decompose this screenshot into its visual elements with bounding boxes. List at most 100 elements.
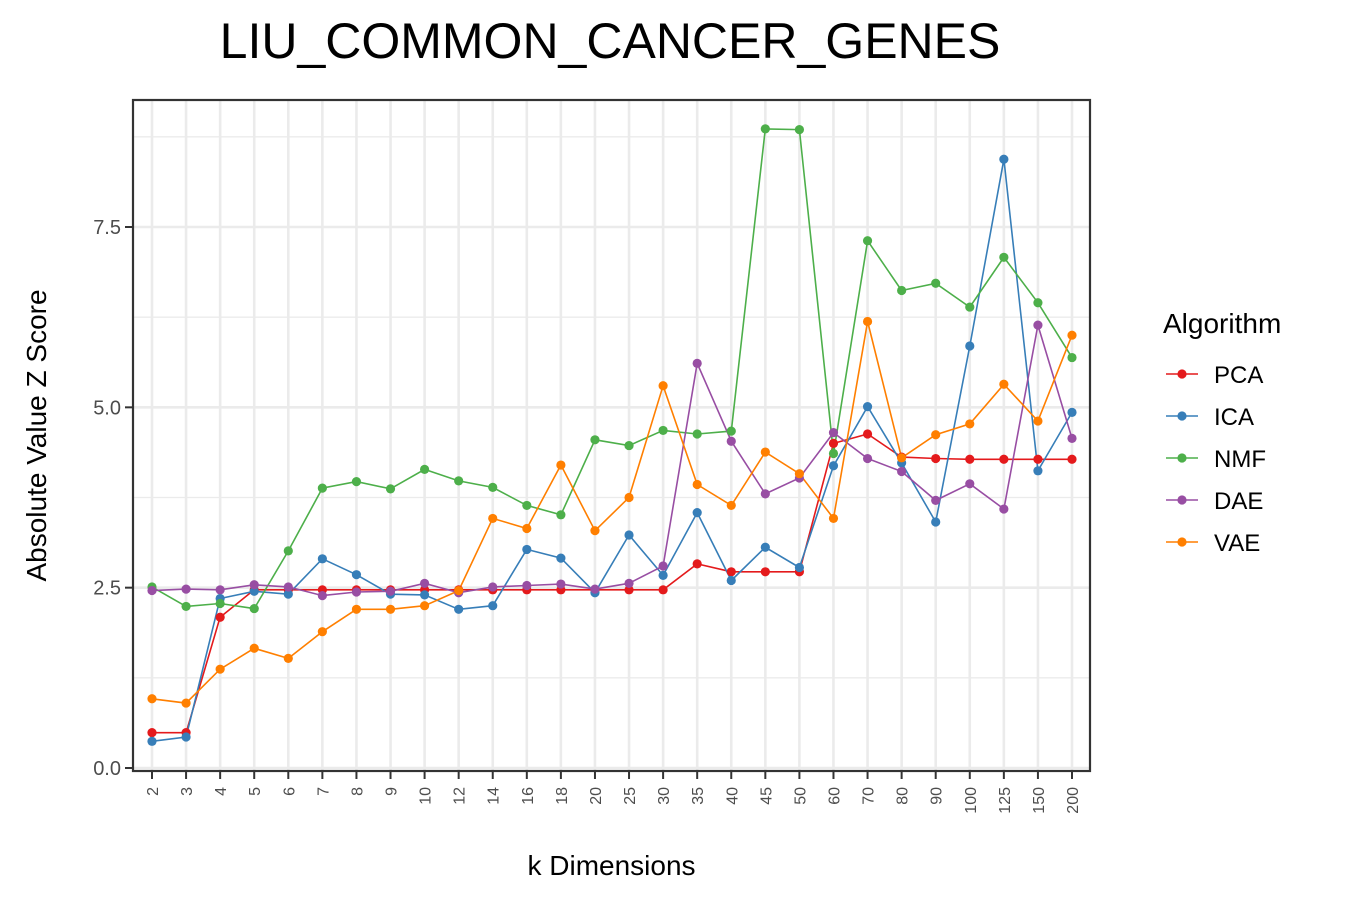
data-point-dae bbox=[215, 585, 225, 595]
data-point-pca bbox=[215, 612, 225, 622]
data-point-vae bbox=[419, 601, 430, 611]
x-tick-label: 8 bbox=[349, 787, 366, 796]
legend-label-dae: DAE bbox=[1214, 488, 1263, 515]
x-tick-label: 5 bbox=[247, 787, 264, 796]
data-point-ica bbox=[658, 570, 668, 581]
data-point-ica bbox=[726, 575, 736, 586]
x-tick-label: 150 bbox=[1031, 787, 1048, 814]
data-point-ica bbox=[419, 590, 430, 600]
data-point-vae bbox=[215, 664, 225, 674]
data-point-vae bbox=[181, 698, 191, 708]
x-tick-label: 4 bbox=[213, 787, 230, 796]
data-point-ica bbox=[794, 562, 805, 573]
data-point-ica bbox=[828, 461, 839, 471]
chart-title: LIU_COMMON_CANCER_GENES bbox=[219, 13, 1001, 69]
data-point-ica bbox=[692, 508, 702, 518]
data-point-nmf bbox=[965, 302, 975, 312]
x-tick-label: 16 bbox=[520, 787, 537, 805]
data-point-nmf bbox=[760, 124, 770, 134]
data-point-dae bbox=[965, 479, 975, 489]
data-point-nmf bbox=[999, 252, 1009, 262]
data-point-ica bbox=[351, 570, 362, 580]
data-point-nmf bbox=[794, 125, 805, 135]
data-point-dae bbox=[658, 561, 668, 571]
data-point-vae bbox=[147, 694, 157, 704]
data-point-vae bbox=[897, 453, 907, 463]
data-point-ica bbox=[181, 732, 191, 742]
y-tick-label: 5.0 bbox=[93, 397, 121, 419]
y-axis-label: Absolute Value Z Score bbox=[21, 289, 52, 581]
data-point-ica bbox=[999, 154, 1009, 164]
x-axis-label: k Dimensions bbox=[527, 850, 695, 881]
data-point-nmf bbox=[522, 500, 532, 511]
data-point-dae bbox=[999, 504, 1009, 514]
data-point-nmf bbox=[590, 435, 600, 445]
data-point-vae bbox=[965, 419, 975, 429]
data-point-vae bbox=[522, 523, 532, 534]
data-point-pca bbox=[1033, 454, 1043, 464]
data-point-dae bbox=[1067, 433, 1077, 443]
data-point-vae bbox=[385, 604, 396, 614]
x-tick-label: 125 bbox=[997, 787, 1014, 814]
data-point-nmf bbox=[317, 483, 327, 493]
x-tick-label: 200 bbox=[1065, 787, 1082, 814]
x-tick-label: 18 bbox=[554, 787, 571, 805]
data-point-ica bbox=[488, 601, 498, 611]
series-line-dae bbox=[151, 324, 1073, 597]
data-point-nmf bbox=[249, 603, 259, 614]
data-point-dae bbox=[726, 436, 736, 446]
data-point-ica bbox=[522, 544, 532, 555]
x-tick-label: 45 bbox=[758, 787, 775, 805]
data-point-dae bbox=[351, 587, 362, 597]
data-point-ica bbox=[249, 586, 259, 596]
data-point-nmf bbox=[1067, 352, 1077, 363]
data-point-nmf bbox=[454, 476, 464, 486]
data-point-pca bbox=[999, 454, 1009, 464]
data-point-vae bbox=[454, 585, 464, 596]
y-axis: 0.0 2.5 5.0 7.5 bbox=[93, 217, 133, 780]
x-tick-label: 6 bbox=[281, 787, 298, 796]
data-point-vae bbox=[931, 430, 941, 440]
series-line-nmf bbox=[151, 128, 1073, 610]
data-point-nmf bbox=[488, 482, 498, 493]
data-point-dae bbox=[624, 578, 634, 588]
data-point-nmf bbox=[351, 477, 362, 487]
data-point-dae bbox=[862, 453, 873, 464]
legend-key-point bbox=[1177, 453, 1187, 463]
data-point-pca bbox=[1067, 454, 1077, 464]
data-point-dae bbox=[1033, 320, 1043, 330]
data-point-dae bbox=[181, 584, 191, 594]
data-point-vae bbox=[760, 447, 770, 457]
data-point-dae bbox=[556, 579, 566, 589]
data-point-vae bbox=[249, 643, 259, 653]
data-point-dae bbox=[385, 586, 396, 596]
data-point-dae bbox=[147, 585, 157, 596]
legend-label-pca: PCA bbox=[1214, 362, 1263, 389]
legend: Algorithm PCA ICA NMF DAE VAE bbox=[1163, 308, 1281, 557]
x-tick-label: 100 bbox=[963, 787, 980, 814]
series-points bbox=[147, 124, 1077, 746]
data-point-ica bbox=[1033, 466, 1043, 476]
x-tick-label: 10 bbox=[418, 787, 435, 805]
series-line-vae bbox=[151, 321, 1073, 704]
x-tick-label: 9 bbox=[384, 787, 401, 796]
data-point-nmf bbox=[385, 484, 396, 494]
data-point-vae bbox=[624, 492, 634, 503]
data-point-vae bbox=[1033, 416, 1043, 426]
data-point-pca bbox=[147, 728, 157, 738]
legend-label-vae: VAE bbox=[1214, 530, 1260, 557]
data-point-nmf bbox=[862, 236, 873, 246]
x-tick-label: 50 bbox=[792, 787, 809, 805]
data-point-dae bbox=[419, 578, 430, 588]
data-point-dae bbox=[249, 580, 259, 590]
data-point-nmf bbox=[692, 429, 702, 439]
data-point-ica bbox=[931, 517, 941, 527]
data-point-dae bbox=[828, 427, 839, 438]
data-point-vae bbox=[488, 513, 498, 524]
legend-key-point bbox=[1177, 369, 1187, 379]
legend-key-point bbox=[1177, 537, 1187, 547]
x-tick-label: 3 bbox=[179, 787, 196, 796]
legend-key-point bbox=[1177, 495, 1187, 505]
x-tick-label: 35 bbox=[690, 787, 707, 805]
